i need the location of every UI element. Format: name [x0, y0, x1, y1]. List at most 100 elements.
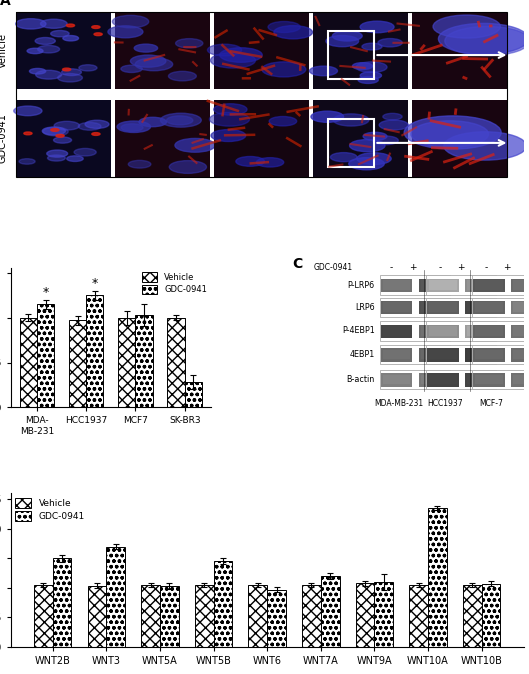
Bar	[476, 303, 503, 312]
Bar	[429, 280, 457, 290]
Circle shape	[360, 72, 381, 79]
Circle shape	[16, 19, 46, 29]
Legend: Vehicle, GDC-0941: Vehicle, GDC-0941	[142, 272, 207, 295]
Circle shape	[58, 73, 83, 82]
Bar	[87, 586, 106, 647]
Text: -: -	[438, 263, 441, 272]
Bar	[429, 326, 457, 336]
Bar	[214, 561, 232, 647]
Circle shape	[167, 116, 193, 125]
Circle shape	[14, 106, 42, 116]
Circle shape	[92, 133, 100, 135]
Circle shape	[357, 153, 391, 164]
Bar	[380, 275, 450, 295]
Circle shape	[445, 26, 529, 55]
Circle shape	[51, 129, 59, 131]
Bar	[53, 558, 71, 647]
Bar	[476, 280, 503, 290]
Bar	[214, 12, 309, 90]
Circle shape	[78, 123, 101, 130]
Bar	[16, 12, 111, 90]
Circle shape	[47, 150, 68, 157]
Bar	[249, 585, 267, 647]
Circle shape	[67, 156, 83, 162]
Circle shape	[94, 33, 102, 36]
Bar	[185, 382, 202, 407]
Bar	[429, 303, 457, 312]
Bar	[118, 317, 135, 407]
Text: LRP6: LRP6	[355, 303, 375, 312]
Circle shape	[24, 132, 32, 135]
Bar	[429, 375, 457, 384]
Text: *: *	[92, 277, 98, 290]
Bar	[313, 12, 408, 90]
Bar	[473, 301, 505, 314]
Bar	[472, 297, 529, 317]
Text: P-LRP6: P-LRP6	[348, 280, 375, 290]
Circle shape	[117, 121, 151, 133]
Circle shape	[214, 104, 247, 115]
Bar	[383, 303, 411, 312]
Circle shape	[379, 120, 408, 130]
Bar	[418, 325, 450, 338]
Circle shape	[43, 127, 68, 136]
Text: 4EBP1: 4EBP1	[349, 350, 375, 359]
Circle shape	[257, 158, 284, 167]
Bar	[473, 325, 505, 338]
Bar	[34, 585, 53, 647]
Circle shape	[349, 158, 384, 170]
Bar	[267, 590, 286, 647]
Bar	[426, 345, 496, 365]
Bar	[472, 321, 529, 340]
Bar	[513, 303, 529, 312]
Bar	[511, 325, 529, 338]
Circle shape	[262, 62, 306, 77]
Circle shape	[444, 132, 526, 160]
Text: MCF-7: MCF-7	[479, 399, 503, 408]
Bar	[511, 373, 529, 387]
Bar	[383, 375, 411, 384]
Bar	[418, 348, 450, 361]
Circle shape	[331, 152, 357, 162]
Circle shape	[363, 132, 387, 140]
Circle shape	[274, 26, 313, 39]
Bar	[472, 370, 529, 390]
Bar	[467, 280, 494, 290]
Bar	[427, 348, 459, 361]
Bar	[214, 100, 309, 177]
Text: +: +	[408, 263, 416, 272]
Circle shape	[79, 65, 97, 71]
Circle shape	[383, 113, 402, 120]
Circle shape	[207, 44, 242, 56]
Bar	[383, 280, 411, 290]
Bar	[476, 326, 503, 336]
Bar	[383, 350, 411, 359]
Bar	[421, 350, 448, 359]
Bar	[20, 317, 37, 407]
Bar	[476, 375, 503, 384]
Circle shape	[54, 121, 80, 130]
Bar	[472, 345, 529, 365]
Bar	[381, 279, 413, 292]
Circle shape	[121, 124, 143, 131]
Bar	[427, 373, 459, 387]
Bar	[421, 326, 448, 336]
Bar	[465, 279, 496, 292]
Bar	[421, 375, 448, 384]
Bar	[473, 373, 505, 387]
Bar	[16, 100, 111, 177]
Bar	[465, 325, 496, 338]
Circle shape	[56, 134, 64, 137]
Bar	[106, 547, 125, 647]
Bar	[412, 12, 507, 90]
Bar	[511, 279, 529, 292]
Bar	[511, 348, 529, 361]
Bar	[302, 585, 321, 647]
Circle shape	[360, 21, 394, 33]
Circle shape	[48, 155, 65, 161]
Bar	[355, 583, 375, 647]
Bar	[328, 31, 375, 79]
Bar	[69, 320, 86, 407]
Circle shape	[268, 22, 300, 32]
Circle shape	[121, 65, 142, 73]
